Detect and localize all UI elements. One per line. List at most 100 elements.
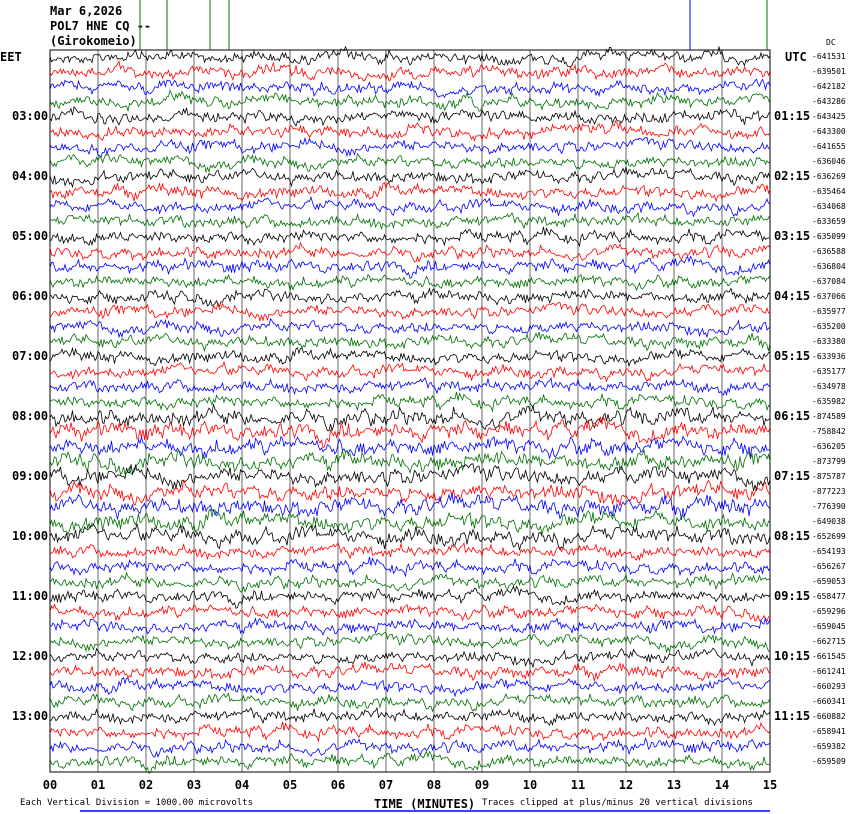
trace-dc-offset: -633380: [812, 337, 846, 346]
trace-dc-offset: -635977: [812, 307, 846, 316]
trace-line: [49, 45, 771, 67]
trace-line: [49, 541, 771, 562]
x-tick-label: 01: [91, 778, 105, 792]
trace-dc-offset: -659509: [812, 757, 846, 766]
trace-dc-offset: -642182: [812, 82, 846, 91]
trace-line: [49, 226, 770, 248]
trace-dc-offset: -635982: [812, 397, 846, 406]
trace-dc-offset: -635099: [812, 232, 846, 241]
x-tick-label: 14: [715, 778, 729, 792]
x-tick-label: 05: [283, 778, 297, 792]
right-hour-label: 08:15: [774, 529, 811, 543]
trace-line: [49, 89, 771, 113]
x-tick-label: 09: [475, 778, 489, 792]
x-tick-label: 10: [523, 778, 537, 792]
x-tick-label: 12: [619, 778, 633, 792]
trace-line: [49, 603, 771, 622]
right-hour-label: 07:15: [774, 469, 811, 483]
trace-dc-offset: -652699: [812, 532, 846, 541]
clip-note: Traces clipped at plus/minus 20 vertical…: [482, 798, 753, 808]
trace-line: [49, 331, 771, 353]
x-tick-label: 08: [427, 778, 441, 792]
trace-line: [49, 692, 771, 713]
trace-line: [49, 361, 771, 383]
x-tick-label: 04: [235, 778, 249, 792]
x-tick-label: 06: [331, 778, 345, 792]
trace-dc-offset: -758842: [812, 427, 846, 436]
trace-line: [49, 721, 771, 743]
trace-dc-offset: -874589: [812, 412, 846, 421]
trace-dc-offset: -659296: [812, 607, 846, 616]
trace-dc-offset: -659382: [812, 742, 846, 751]
trace-line: [49, 166, 771, 189]
trace-dc-offset: -660341: [812, 697, 846, 706]
left-hour-label: 13:00: [12, 709, 49, 723]
trace-line: [49, 585, 771, 609]
trace-dc-offset: -641531: [812, 52, 846, 61]
left-hour-label: 12:00: [12, 649, 49, 663]
trace-line: [49, 677, 771, 698]
trace-dc-offset: -635177: [812, 367, 846, 376]
trace-line: [49, 403, 771, 432]
trace-line: [49, 647, 771, 669]
x-tick-label: 11: [571, 778, 585, 792]
left-hour-label: 03:00: [12, 109, 49, 123]
trace-line: [49, 196, 770, 218]
trace-dc-offset: -633936: [812, 352, 846, 361]
trace-line: [49, 463, 771, 491]
right-hour-label: 09:15: [774, 589, 811, 603]
left-hour-label: 11:00: [12, 589, 49, 603]
trace-line: [49, 376, 771, 397]
right-hour-label: 03:15: [774, 229, 811, 243]
right-hour-label: 02:15: [774, 169, 811, 183]
trace-line: [49, 211, 771, 231]
trace-dc-offset: -636205: [812, 442, 846, 451]
station-label: POL7 HNE CQ --: [50, 19, 152, 33]
trace-line: [49, 255, 771, 279]
right-hour-label: 01:15: [774, 109, 811, 123]
trace-line: [49, 737, 771, 758]
trace-line: [49, 105, 771, 127]
x-tick-label: 13: [667, 778, 681, 792]
trace-dc-offset: -658477: [812, 592, 846, 601]
trace-line: [49, 287, 771, 307]
trace-dc-offset: -649038: [812, 517, 846, 526]
trace-line: [49, 346, 771, 368]
trace-dc-offset: -636588: [812, 247, 846, 256]
trace-dc-offset: -776390: [812, 502, 846, 511]
right-hour-label: 05:15: [774, 349, 811, 363]
right-hour-label: 10:15: [774, 649, 811, 663]
right-hour-label: 06:15: [774, 409, 811, 423]
trace-dc-offset: -659045: [812, 622, 846, 631]
trace-dc-offset: -654193: [812, 547, 846, 556]
trace-line: [49, 415, 771, 449]
trace-line: [49, 750, 771, 774]
trace-dc-offset: -661241: [812, 667, 846, 676]
trace-line: [49, 181, 771, 203]
trace-dc-offset: -873799: [812, 457, 846, 466]
trace-dc-offset: -656267: [812, 562, 846, 571]
trace-line: [50, 706, 771, 727]
trace-dc-offset: -643300: [812, 127, 846, 136]
x-tick-label: 02: [139, 778, 153, 792]
trace-dc-offset: -660293: [812, 682, 846, 691]
trace-dc-offset: -636804: [812, 262, 846, 271]
trace-dc-offset: -643286: [812, 97, 846, 106]
trace-line: [49, 60, 771, 82]
trace-line: [49, 137, 771, 158]
trace-line: [49, 632, 771, 654]
right-hour-label: 04:15: [774, 289, 811, 303]
trace-line: [49, 617, 771, 636]
trace-dc-offset: -660882: [812, 712, 846, 721]
trace-line: [49, 571, 771, 593]
trace-line: [49, 523, 771, 551]
trace-dc-offset: -662715: [812, 637, 846, 646]
left-hour-label: 06:00: [12, 289, 49, 303]
trace-line: [49, 273, 771, 292]
trace-dc-offset: -637084: [812, 277, 846, 286]
x-tick-label: 00: [43, 778, 57, 792]
trace-dc-offset: -635464: [812, 187, 846, 196]
trace-line: [49, 661, 771, 682]
x-tick-label: 03: [187, 778, 201, 792]
trace-dc-offset: -637066: [812, 292, 846, 301]
